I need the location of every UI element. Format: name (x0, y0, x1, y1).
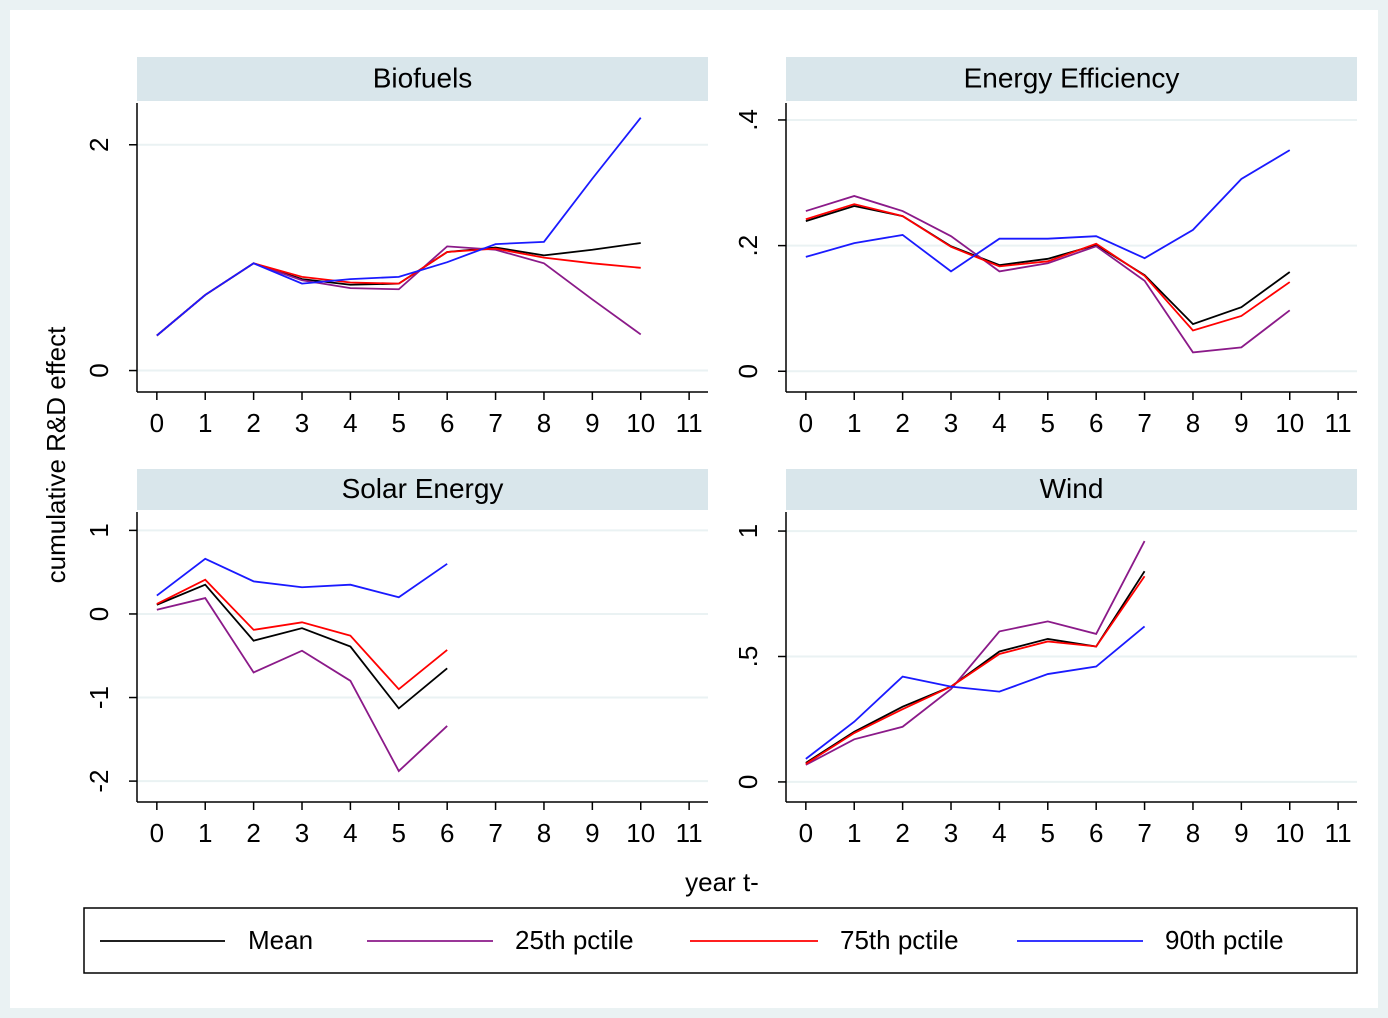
x-tick-label: 9 (1234, 818, 1248, 848)
plot-area (786, 103, 1357, 392)
series-line (805, 195, 1291, 354)
series-line (805, 625, 1146, 760)
x-tick-label: 1 (198, 818, 212, 848)
x-tick-label: 8 (537, 818, 551, 848)
x-tick-label: 11 (676, 818, 703, 848)
x-tick-label: 1 (847, 408, 861, 438)
panel-header (786, 469, 1357, 510)
x-tick-label: 4 (992, 818, 1006, 848)
x-tick-label: 2 (895, 818, 909, 848)
x-tick-label: 11 (1325, 408, 1352, 438)
x-tick-label: 10 (626, 408, 655, 438)
panel-header (786, 57, 1357, 101)
x-tick-label: 11 (676, 408, 703, 438)
y-tick-label: 1 (84, 523, 114, 537)
panel-header (137, 57, 708, 101)
x-tick-label: 4 (992, 408, 1006, 438)
panel-title: Energy Efficiency (964, 62, 1180, 93)
x-tick-label: 10 (1275, 408, 1304, 438)
x-tick-label: 0 (150, 818, 164, 848)
y-tick-label: 2 (84, 138, 114, 152)
plot-area (137, 512, 708, 802)
y-axis-label: cumulative R&D effect (41, 326, 71, 584)
y-tick-label: 0 (84, 607, 114, 621)
x-tick-label: 6 (1089, 818, 1103, 848)
y-tick-label: .5 (733, 646, 763, 668)
legend-label: 75th pctile (840, 925, 959, 955)
legend-label: Mean (248, 925, 313, 955)
series-line (805, 575, 1146, 765)
x-tick-label: 11 (1325, 818, 1352, 848)
x-tick-label: 6 (440, 818, 454, 848)
x-tick-label: 9 (585, 408, 599, 438)
series-line (156, 597, 448, 773)
x-tick-label: 5 (392, 818, 406, 848)
series-line (156, 578, 448, 691)
x-tick-label: 3 (295, 408, 309, 438)
x-tick-label: 0 (799, 818, 813, 848)
series-line (805, 203, 1291, 332)
x-tick-label: 7 (1137, 408, 1151, 438)
x-axis-label: year t- (685, 867, 759, 897)
series-line (805, 149, 1291, 273)
x-tick-label: 0 (799, 408, 813, 438)
x-tick-label: 1 (847, 818, 861, 848)
y-tick-label: .2 (733, 235, 763, 257)
legend-label: 25th pctile (515, 925, 634, 955)
x-tick-label: 10 (1275, 818, 1304, 848)
x-tick-label: 4 (343, 408, 357, 438)
x-tick-label: 5 (1041, 408, 1055, 438)
x-tick-label: 1 (198, 408, 212, 438)
x-tick-label: 8 (537, 408, 551, 438)
panel-header (137, 469, 708, 510)
y-tick-label: 0 (733, 364, 763, 378)
x-tick-label: 5 (1041, 818, 1055, 848)
x-tick-label: 2 (895, 408, 909, 438)
x-tick-label: 2 (246, 408, 260, 438)
x-tick-label: 8 (1186, 818, 1200, 848)
x-tick-label: 6 (1089, 408, 1103, 438)
legend-label: 90th pctile (1165, 925, 1284, 955)
x-tick-label: 9 (585, 818, 599, 848)
series-line (156, 117, 642, 337)
panel-title: Solar Energy (342, 473, 504, 504)
x-tick-label: 0 (150, 408, 164, 438)
plot-area (137, 103, 708, 392)
x-tick-label: 8 (1186, 408, 1200, 438)
x-tick-label: 9 (1234, 408, 1248, 438)
x-tick-label: 7 (488, 408, 502, 438)
y-tick-label: -2 (84, 770, 114, 793)
series-line (156, 557, 448, 599)
x-tick-label: 3 (295, 818, 309, 848)
y-tick-label: .4 (733, 109, 763, 131)
y-tick-label: -1 (84, 686, 114, 709)
x-tick-label: 6 (440, 408, 454, 438)
x-tick-label: 7 (1137, 818, 1151, 848)
series-line (156, 583, 448, 710)
y-tick-label: 0 (84, 363, 114, 377)
x-tick-label: 3 (944, 408, 958, 438)
x-tick-label: 3 (944, 818, 958, 848)
panel-title: Biofuels (373, 62, 473, 93)
series-line (805, 540, 1146, 766)
y-tick-label: 1 (733, 524, 763, 538)
x-tick-label: 4 (343, 818, 357, 848)
x-tick-label: 10 (626, 818, 655, 848)
panel-title: Wind (1040, 473, 1104, 504)
x-tick-label: 5 (392, 408, 406, 438)
x-tick-label: 2 (246, 818, 260, 848)
x-tick-label: 7 (488, 818, 502, 848)
y-tick-label: 0 (733, 775, 763, 789)
